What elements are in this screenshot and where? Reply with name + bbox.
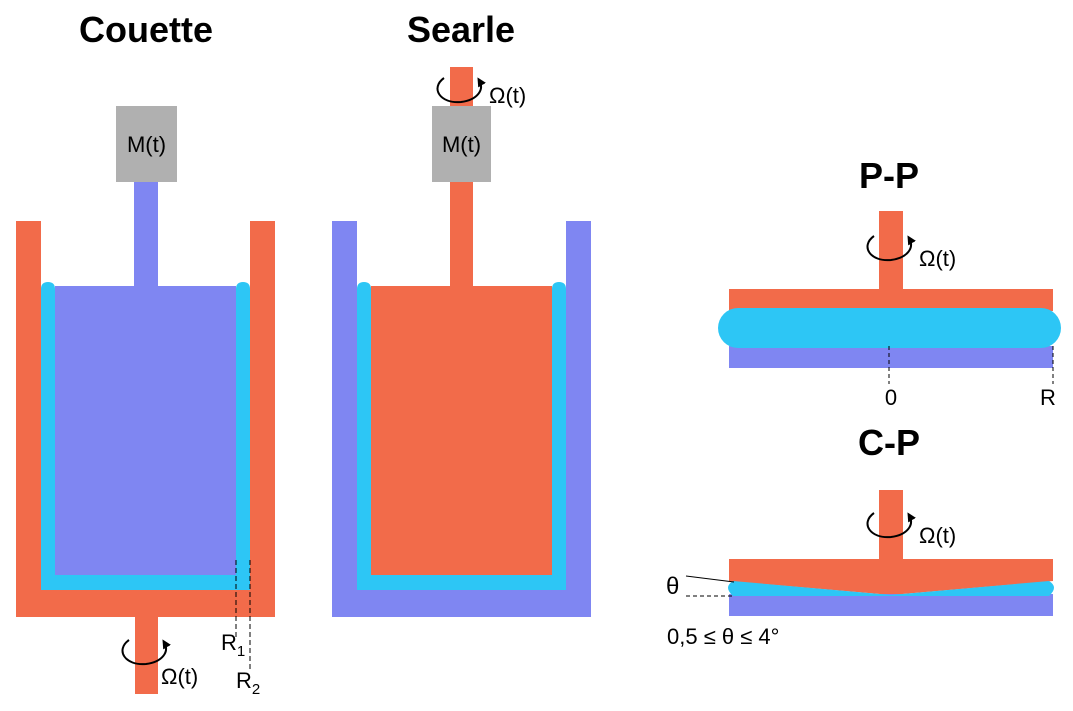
cp-omega-label: Ω(t) xyxy=(919,523,956,548)
couette-torque-label: M(t) xyxy=(127,132,166,157)
couette-geometry: Couette M(t) R1 R2 Ω(t) xyxy=(16,9,275,698)
couette-omega-label: Ω(t) xyxy=(161,664,198,689)
r1-label: R1 xyxy=(221,630,245,660)
pp-rotation-arrow-icon xyxy=(866,235,916,262)
searle-top-shaft xyxy=(450,67,473,109)
cp-cone xyxy=(729,559,1053,595)
searle-title: Searle xyxy=(407,9,515,50)
pp-sample-layer xyxy=(718,308,1061,348)
searle-bob-shaft xyxy=(450,182,473,286)
searle-torque-sensor xyxy=(432,106,491,182)
searle-rotation-arrow-icon xyxy=(436,77,486,104)
couette-inner-bob xyxy=(55,286,236,575)
searle-omega-label: Ω(t) xyxy=(489,83,526,108)
couette-title: Couette xyxy=(79,9,213,50)
cp-rotation-arrow-icon xyxy=(866,512,916,539)
searle-geometry: Searle M(t) Ω(t) xyxy=(332,9,591,617)
couette-bob-shaft xyxy=(134,182,158,286)
r2-label: R2 xyxy=(236,668,260,698)
cp-sample-layer xyxy=(728,581,1054,596)
cp-geometry: C-P θ 0,5 ≤ θ ≤ 4° Ω(t) xyxy=(666,422,1054,649)
couette-torque-sensor xyxy=(116,106,177,182)
cp-angle-line-top xyxy=(685,575,735,583)
pp-center-label: 0 xyxy=(885,385,897,410)
cp-angle-range: 0,5 ≤ θ ≤ 4° xyxy=(667,624,779,649)
pp-geometry: P-P 0 R Ω(t) xyxy=(718,155,1061,410)
cp-theta-label: θ xyxy=(666,573,679,600)
cp-lower-plate xyxy=(729,594,1053,616)
pp-lower-plate xyxy=(729,346,1053,368)
pp-radius-label: R xyxy=(1040,385,1056,410)
searle-torque-label: M(t) xyxy=(442,132,481,157)
cp-title: C-P xyxy=(858,422,920,463)
pp-title: P-P xyxy=(859,155,919,196)
cp-shaft xyxy=(879,490,903,562)
pp-shaft xyxy=(879,211,903,291)
couette-rotation-arrow-icon xyxy=(121,639,171,666)
pp-omega-label: Ω(t) xyxy=(919,246,956,271)
searle-inner-bob xyxy=(371,286,552,575)
pp-upper-plate xyxy=(729,289,1053,311)
couette-bottom-shaft xyxy=(135,617,158,694)
